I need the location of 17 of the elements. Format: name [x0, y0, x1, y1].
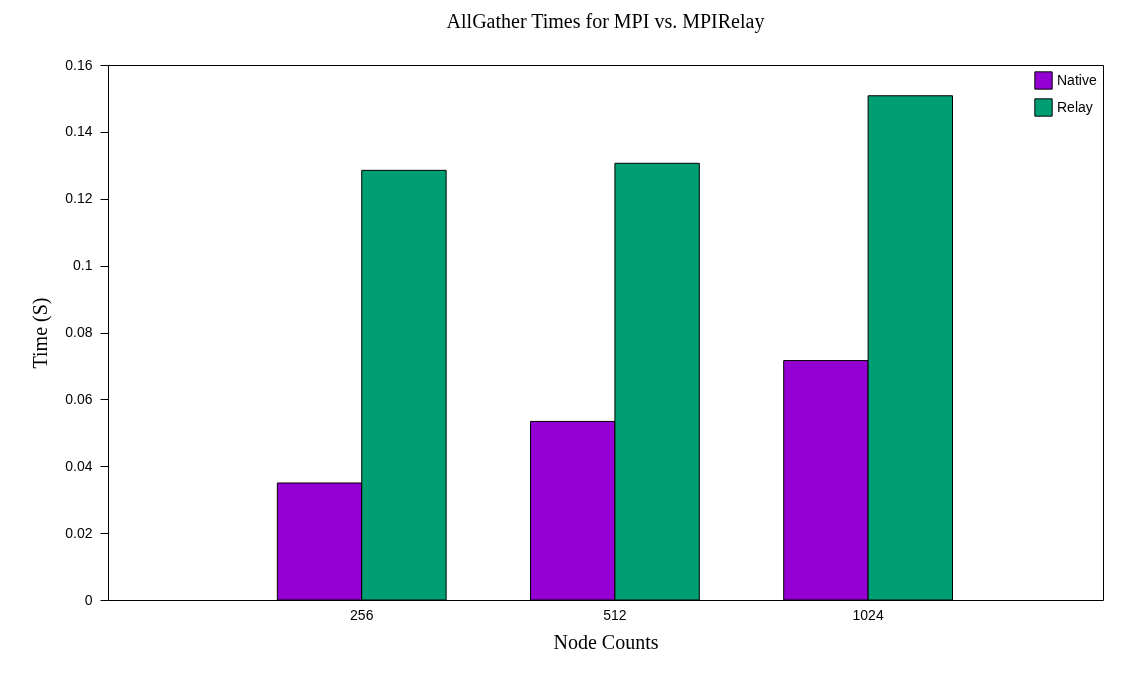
- y-tick-label: 0.12: [65, 190, 93, 207]
- y-tick-label: 0.08: [65, 324, 93, 340]
- legend-label: Native: [1057, 71, 1097, 88]
- y-tick-label: 0.02: [65, 524, 93, 541]
- y-tick-label: 0.1: [73, 257, 93, 274]
- y-tick-label: 0.04: [65, 457, 93, 474]
- x-tick-label: 1024: [852, 606, 884, 623]
- x-tick-label: 256: [350, 606, 374, 623]
- y-axis-title: Time (S): [29, 297, 53, 369]
- y-tick-label: 0: [84, 591, 93, 608]
- x-axis-title: Node Counts: [553, 630, 659, 653]
- chart-title: AllGather Times for MPI vs. MPIRelay: [446, 10, 765, 33]
- y-tick-label: 0.14: [65, 123, 93, 140]
- y-tick-label: 0.16: [65, 56, 93, 73]
- x-tick-label: 512: [603, 606, 627, 623]
- legend-label: Relay: [1057, 98, 1093, 115]
- y-tick-label: 0.06: [65, 390, 93, 407]
